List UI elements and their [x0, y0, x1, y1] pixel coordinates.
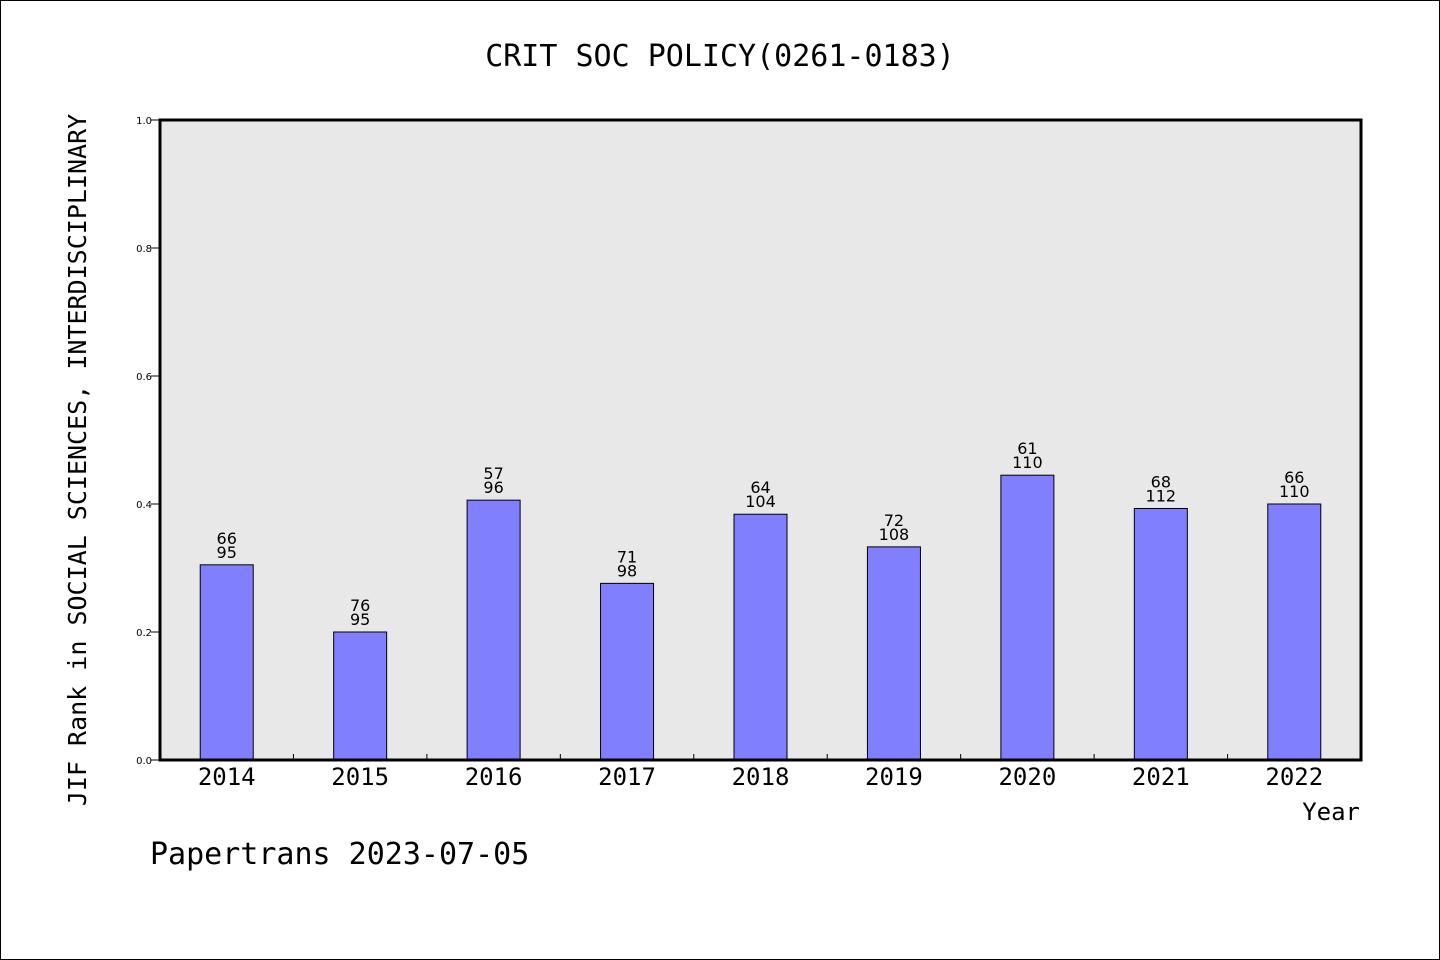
- x-tick-label-2017: 2017: [598, 763, 656, 791]
- bar-label-top-2018: 64: [750, 478, 770, 497]
- bar-2015: [333, 631, 388, 761]
- x-tick-label-2019: 2019: [865, 763, 923, 791]
- bar-label-bottom-2021: 112: [1146, 486, 1177, 505]
- bar-label-bottom-2014: 95: [217, 543, 237, 562]
- x-axis-label: Year: [1302, 798, 1360, 826]
- bars-group: 6695769557967198641047210861110681126611…: [199, 439, 1322, 761]
- bar-2022: [1267, 503, 1322, 761]
- bar-label-top-2015: 76: [350, 596, 370, 615]
- bar-label-bottom-2017: 98: [617, 561, 637, 580]
- bar-label-bottom-2019: 108: [879, 525, 910, 544]
- bar-label-top-2019: 72: [884, 511, 904, 530]
- x-tick-label-2016: 2016: [465, 763, 523, 791]
- x-tick-label-2015: 2015: [331, 763, 389, 791]
- y-tick-label-0.8: 0.8: [136, 244, 152, 255]
- y-tick-label-1.0: 1.0: [136, 116, 152, 127]
- bar-label-bottom-2022: 110: [1279, 482, 1310, 501]
- bar-2018: [733, 513, 788, 761]
- bar-label-bottom-2020: 110: [1012, 453, 1043, 472]
- x-tick-label-2021: 2021: [1132, 763, 1190, 791]
- x-tick-label-2020: 2020: [998, 763, 1056, 791]
- y-tick-label-0.2: 0.2: [136, 628, 152, 639]
- bar-label-top-2021: 68: [1151, 472, 1171, 491]
- bar-label-top-2017: 71: [617, 547, 637, 566]
- y-tick-label-0.6: 0.6: [136, 372, 152, 383]
- ticks-group: 2014 2015 2016 2017 2018 2019 2020 2021 2022 0.0 0…: [136, 116, 1323, 791]
- plot-border: [158, 118, 1363, 762]
- bar-label-bottom-2018: 104: [745, 492, 776, 511]
- bar-label-top-2022: 66: [1284, 468, 1304, 487]
- bar-2017: [600, 582, 655, 761]
- x-tick-label-2022: 2022: [1265, 763, 1323, 791]
- bar-2016: [466, 499, 521, 761]
- bar-label-bottom-2015: 95: [350, 610, 370, 629]
- x-tick-label-2018: 2018: [732, 763, 790, 791]
- bar-2014: [199, 564, 254, 761]
- y-tick-label-0.0: 0.0: [136, 756, 152, 767]
- bar-label-top-2016: 57: [483, 464, 503, 483]
- bar-2019: [866, 546, 921, 761]
- bar-2021: [1133, 507, 1188, 761]
- footer-credit: Papertrans 2023-07-05: [150, 837, 529, 872]
- chart-title: CRIT SOC POLICY(0261-0183): [485, 39, 955, 74]
- bar-label-top-2014: 66: [217, 529, 237, 548]
- bar-2020: [1000, 474, 1055, 761]
- y-tick-label-0.4: 0.4: [136, 500, 152, 511]
- bar-label-bottom-2016: 96: [483, 478, 503, 497]
- x-tick-label-2014: 2014: [198, 763, 256, 791]
- bar-label-top-2020: 61: [1017, 439, 1037, 458]
- y-axis-label: JIF Rank in SOCIAL SCIENCES, INTERDISCIP…: [63, 114, 92, 806]
